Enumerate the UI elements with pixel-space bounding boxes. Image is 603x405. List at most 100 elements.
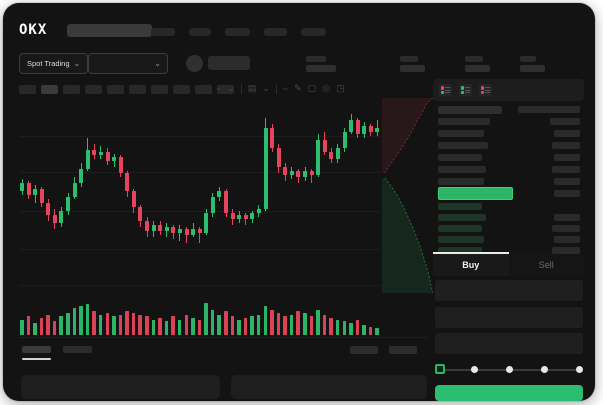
ask-row[interactable] — [438, 178, 580, 185]
amount-field[interactable] — [435, 307, 583, 328]
timeframe-button[interactable] — [19, 85, 36, 94]
ask-row[interactable] — [438, 166, 580, 173]
price-bar — [438, 247, 482, 254]
gridline — [19, 136, 381, 137]
total-field[interactable] — [435, 333, 583, 354]
candle — [289, 171, 294, 176]
bottom-right-item[interactable] — [350, 346, 378, 354]
chevron-down-icon[interactable]: ⌄ — [262, 83, 270, 93]
draw-icon[interactable]: ✎ — [294, 83, 302, 93]
icon-cell — [461, 86, 464, 90]
book-both-icon[interactable] — [439, 84, 452, 96]
candle — [20, 183, 24, 192]
slider-stop[interactable] — [471, 366, 478, 373]
icon-cell — [441, 90, 444, 94]
bid-row[interactable] — [438, 214, 580, 221]
fullscreen-icon[interactable]: ◳ — [336, 83, 345, 93]
timeframe-button[interactable] — [195, 85, 212, 94]
nav-item[interactable] — [301, 28, 326, 36]
nav-item[interactable] — [189, 28, 211, 36]
slider-stop[interactable] — [576, 366, 583, 373]
bottom-tab-indicator — [22, 358, 51, 360]
tab-sell[interactable]: Sell — [508, 254, 584, 276]
candle-wick — [376, 119, 378, 136]
candle — [105, 151, 110, 162]
price-field[interactable] — [435, 280, 583, 301]
volume-bar — [335, 319, 340, 335]
volume-bar — [145, 316, 149, 335]
candle — [204, 212, 209, 233]
candle — [184, 228, 189, 235]
bid-row[interactable] — [438, 236, 580, 243]
book-bids-icon[interactable] — [459, 84, 472, 96]
volume-bar — [210, 309, 215, 335]
market-type-dropdown[interactable]: Spot Trading ⌄ — [19, 53, 89, 74]
candle — [296, 171, 301, 178]
timeframe-button[interactable] — [151, 85, 168, 94]
search-input[interactable] — [67, 24, 152, 37]
volume-bar — [177, 319, 182, 335]
bottom-tab[interactable] — [63, 346, 92, 353]
timeframe-button[interactable] — [107, 85, 124, 94]
volume-bar — [112, 316, 116, 335]
volume-bar — [184, 314, 189, 335]
ask-row[interactable] — [438, 142, 580, 149]
timeframe-button[interactable] — [129, 85, 146, 94]
amount-bar — [552, 225, 580, 232]
volume-bar — [362, 324, 366, 335]
slider-stop[interactable] — [541, 366, 548, 373]
last-price-row[interactable] — [438, 190, 580, 197]
ask-row[interactable] — [438, 118, 580, 125]
chevron-down-icon: ⌄ — [73, 58, 81, 68]
candle-type-icon[interactable]: ~ — [216, 83, 222, 94]
icon-cell — [461, 90, 464, 94]
ask-row[interactable] — [438, 154, 580, 161]
orderbook-header[interactable] — [438, 106, 580, 114]
amount-bar — [554, 190, 580, 197]
book-asks-icon[interactable] — [479, 84, 492, 96]
bid-row[interactable] — [438, 247, 580, 254]
bottom-panel-right[interactable] — [231, 375, 427, 399]
nav-item[interactable] — [264, 28, 287, 36]
indicator-icon[interactable]: ▤ — [247, 83, 257, 93]
bottom-tab-active[interactable] — [22, 346, 51, 353]
line-tool-icon[interactable]: ~ — [282, 83, 289, 94]
candlestick-chart[interactable] — [19, 103, 381, 295]
bid-row[interactable] — [438, 203, 580, 210]
stat-label — [520, 56, 536, 62]
amount-bar — [552, 142, 580, 149]
camera-icon[interactable]: ▢ — [307, 83, 317, 93]
bottom-panel-left[interactable] — [21, 375, 220, 399]
price-bar — [438, 130, 484, 137]
volume-bar — [270, 309, 274, 335]
candle — [283, 167, 288, 176]
bid-row[interactable] — [438, 225, 580, 232]
chevron-down-icon: ⌄ — [154, 58, 161, 68]
timeframe-button[interactable] — [63, 85, 80, 94]
amount-bar — [550, 118, 580, 125]
timeframe-button[interactable] — [85, 85, 102, 94]
timeframe-button[interactable] — [41, 85, 58, 94]
timeframe-button[interactable] — [217, 85, 234, 94]
price-bar — [438, 236, 484, 243]
slider-stop[interactable] — [506, 366, 513, 373]
pair-selector-dropdown[interactable]: ⌄ — [88, 53, 168, 74]
buy-button[interactable] — [435, 385, 583, 401]
bottom-right-item[interactable] — [389, 346, 417, 354]
amount-bar — [554, 130, 580, 137]
settings-icon[interactable]: ◎ — [322, 83, 331, 93]
nav-item[interactable] — [225, 28, 250, 36]
icon-cell — [481, 86, 484, 90]
icon-cell — [481, 90, 484, 94]
volume-bar — [197, 319, 202, 335]
volume-bar — [20, 319, 24, 335]
slider-handle[interactable] — [435, 364, 445, 374]
candle — [349, 119, 354, 132]
timeframe-button[interactable] — [173, 85, 190, 94]
chevron-down-icon[interactable]: ⌄ — [227, 83, 235, 93]
amount-bar — [518, 106, 580, 113]
ask-row[interactable] — [438, 130, 580, 137]
nav-item[interactable] — [151, 28, 175, 36]
market-type-label: Spot Trading — [27, 59, 70, 68]
tab-buy[interactable]: Buy — [433, 254, 509, 276]
